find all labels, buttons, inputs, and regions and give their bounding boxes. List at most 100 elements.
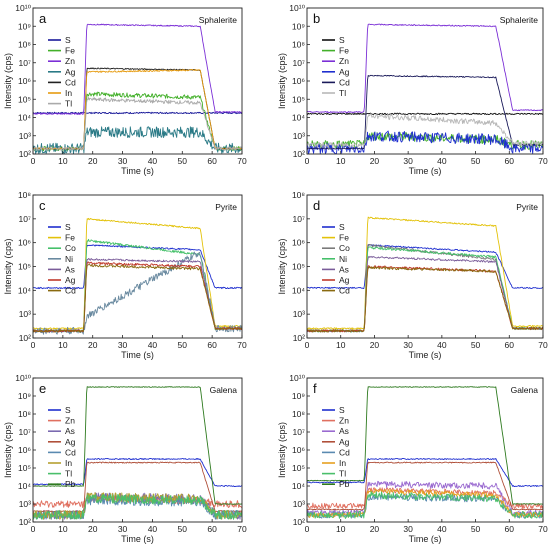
x-tick-label: 40 (437, 524, 447, 534)
legend-label-Tl: Tl (339, 88, 346, 98)
x-axis-label: Time (s) (409, 534, 442, 544)
x-axis-label: Time (s) (121, 166, 154, 176)
y-tick-label: 10⁷ (18, 58, 31, 68)
legend-label-In: In (65, 88, 72, 98)
y-tick-label: 10⁸ (292, 190, 305, 200)
series-line-Zn (33, 23, 242, 115)
y-tick-label: 10⁸ (18, 190, 31, 200)
x-tick-label: 60 (505, 340, 515, 350)
legend-label-Zn: Zn (65, 416, 75, 426)
legend-label-As: As (65, 426, 75, 436)
y-tick-label: 10⁴ (292, 285, 305, 295)
y-axis-label: Intensity (cps) (3, 238, 13, 294)
x-tick-label: 60 (207, 524, 217, 534)
x-axis-label: Time (s) (409, 166, 442, 176)
y-tick-label: 10⁶ (18, 238, 31, 248)
series-line-Pb (307, 386, 543, 505)
y-tick-label: 10⁹ (292, 391, 305, 401)
x-tick-label: 50 (178, 524, 188, 534)
series-line-S (33, 458, 242, 487)
x-tick-label: 40 (148, 524, 158, 534)
y-tick-label: 10⁶ (292, 238, 305, 248)
x-tick-label: 0 (31, 524, 36, 534)
y-tick-label: 10⁶ (292, 445, 305, 455)
x-tick-label: 70 (237, 524, 247, 534)
legend-label-Cd: Cd (65, 286, 76, 296)
y-axis-label: Intensity (cps) (277, 238, 287, 294)
x-tick-label: 10 (336, 340, 346, 350)
legend-label-S: S (339, 405, 345, 415)
x-tick-label: 70 (538, 156, 548, 166)
y-tick-label: 10⁵ (18, 94, 31, 104)
series-line-Fe (307, 216, 543, 330)
x-tick-label: 70 (237, 156, 247, 166)
legend-label-Ni: Ni (65, 254, 73, 264)
y-tick-label: 10² (293, 517, 305, 527)
legend-label-Cd: Cd (339, 447, 350, 457)
y-tick-label: 10⁸ (18, 40, 31, 50)
x-tick-label: 60 (207, 340, 217, 350)
series-group (307, 216, 543, 333)
y-tick-label: 10⁵ (18, 463, 31, 473)
legend-label-In: In (339, 458, 346, 468)
x-tick-label: 0 (31, 156, 36, 166)
x-tick-label: 30 (403, 156, 413, 166)
legend-label-S: S (65, 35, 71, 45)
y-tick-label: 10² (293, 333, 305, 343)
panel-e: 0 10 20 30 40 50 60 70 10² 10³ 10⁴ 10⁵ 10⁶ 10⁷ 10⁸ 10⁹ 1… (3, 373, 247, 544)
x-tick-label: 40 (437, 340, 447, 350)
series-line-S (307, 112, 543, 116)
series-line-In (307, 488, 543, 518)
legend-label-Fe: Fe (339, 46, 349, 56)
y-tick-label: 10⁹ (18, 21, 31, 31)
series-line-Ni (33, 251, 242, 335)
y-tick-label: 10³ (293, 309, 305, 319)
legend-label-Tl: Tl (65, 99, 72, 109)
legend-label-Ag: Ag (339, 275, 350, 285)
y-tick-label: 10⁹ (18, 391, 31, 401)
x-tick-label: 20 (370, 156, 380, 166)
y-tick-label: 10⁶ (18, 445, 31, 455)
x-tick-label: 0 (305, 524, 310, 534)
series-line-S (307, 244, 543, 290)
mineral-label: Pyrite (215, 202, 237, 212)
panel-letter: b (313, 11, 320, 26)
x-tick-label: 50 (471, 524, 481, 534)
y-tick-label: 10⁴ (18, 285, 31, 295)
x-axis-label: Time (s) (121, 534, 154, 544)
x-tick-label: 10 (336, 524, 346, 534)
y-tick-label: 10² (19, 517, 31, 527)
legend-label-Co: Co (339, 243, 350, 253)
y-tick-label: 10⁷ (292, 58, 305, 68)
y-tick-label: 10⁸ (18, 409, 31, 419)
x-tick-label: 70 (538, 524, 548, 534)
legend-label-As: As (339, 264, 349, 274)
panel-letter: f (313, 381, 317, 396)
x-tick-label: 20 (88, 340, 98, 350)
x-tick-label: 20 (88, 156, 98, 166)
panel-letter: e (39, 381, 46, 396)
series-line-Cd (307, 266, 543, 333)
x-tick-label: 40 (437, 156, 447, 166)
y-tick-label: 10¹⁰ (289, 373, 305, 383)
y-tick-label: 10⁷ (18, 214, 31, 224)
mineral-label: Galena (511, 385, 539, 395)
series-line-Zn (307, 23, 543, 114)
legend-label-Pb: Pb (339, 479, 350, 489)
y-axis-label: Intensity (cps) (3, 422, 13, 478)
x-tick-label: 20 (370, 524, 380, 534)
series-group (33, 217, 242, 335)
legend-label-Ag: Ag (65, 275, 76, 285)
panel-letter: c (39, 198, 46, 213)
series-line-As (307, 255, 543, 333)
y-tick-label: 10⁶ (292, 76, 305, 86)
legend-label-S: S (65, 222, 71, 232)
y-tick-label: 10⁴ (292, 113, 305, 123)
x-tick-label: 60 (207, 156, 217, 166)
panel-c: 0 10 20 30 40 50 60 70 10² 10³ 10⁴ 10⁵ 10⁶ 10⁷ 10⁸ Time… (3, 190, 247, 360)
x-tick-label: 30 (403, 524, 413, 534)
x-tick-label: 50 (471, 340, 481, 350)
y-tick-label: 10¹⁰ (15, 3, 31, 13)
